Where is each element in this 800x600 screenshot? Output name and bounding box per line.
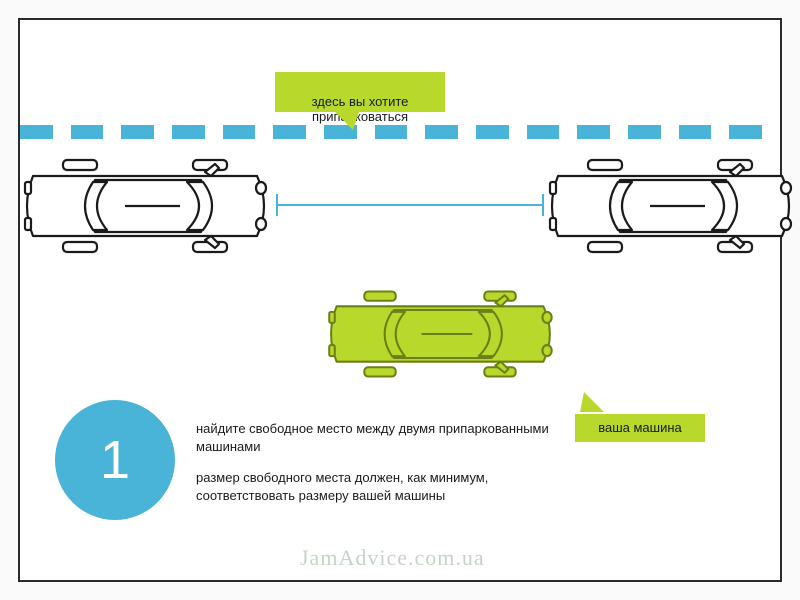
watermark: JamAdvice.com.ua bbox=[300, 545, 485, 571]
callout-your-car-text: ваша машина bbox=[598, 420, 682, 436]
step-number: 1 bbox=[100, 429, 130, 491]
curb-marking bbox=[20, 125, 780, 139]
instructions-block: найдите свободное место между двумя прип… bbox=[196, 420, 556, 504]
measure-tick-right bbox=[542, 194, 544, 216]
diagram-canvas: здесь вы хотите припарковаться bbox=[20, 20, 780, 580]
parked-car-left bbox=[15, 158, 275, 254]
diagram-frame: здесь вы хотите припарковаться bbox=[18, 18, 782, 582]
callout-your-car-tail bbox=[580, 392, 604, 412]
parked-car-right bbox=[540, 158, 800, 254]
your-car bbox=[320, 288, 560, 380]
callout-parking-spot: здесь вы хотите припарковаться bbox=[275, 72, 445, 112]
instruction-line-2: размер свободного места должен, как мини… bbox=[196, 469, 556, 504]
gap-measure-line bbox=[276, 204, 544, 206]
callout-your-car: ваша машина bbox=[575, 414, 705, 442]
instruction-line-1: найдите свободное место между двумя прип… bbox=[196, 420, 556, 455]
step-number-badge: 1 bbox=[55, 400, 175, 520]
watermark-text: JamAdvice.com.ua bbox=[300, 545, 485, 570]
callout-parking-spot-text: здесь вы хотите припарковаться bbox=[312, 94, 409, 125]
instruction-gap bbox=[196, 455, 556, 469]
measure-tick-left bbox=[276, 194, 278, 216]
callout-parking-spot-tail bbox=[335, 112, 359, 130]
